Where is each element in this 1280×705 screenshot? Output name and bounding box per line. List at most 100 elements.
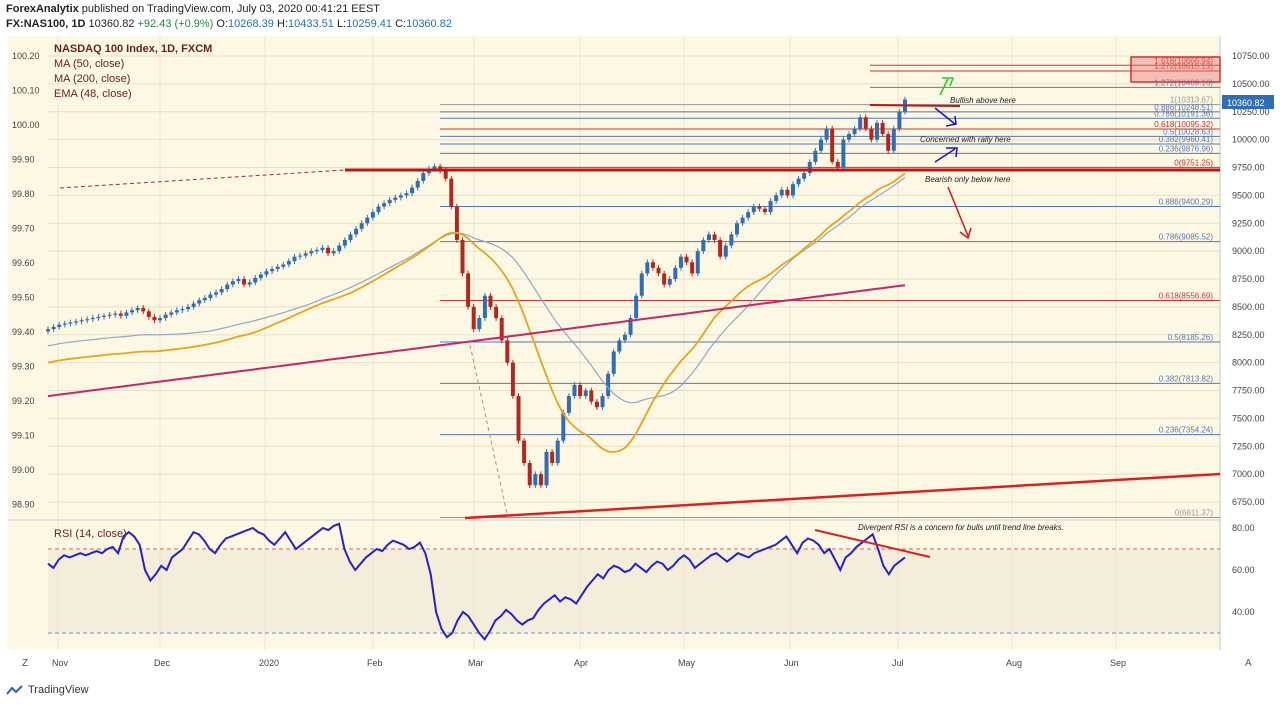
right-axis-label: 9500.00 xyxy=(1232,190,1265,200)
x-axis-label: Feb xyxy=(367,658,383,668)
x-axis-label: Jun xyxy=(784,658,799,668)
main-pane-bg xyxy=(8,36,1220,519)
candle-body xyxy=(650,262,655,268)
candles xyxy=(46,96,907,489)
legend-ma200[interactable]: MA (200, close) xyxy=(54,73,130,85)
right-axis-label: 7750.00 xyxy=(1232,386,1265,396)
candle-body xyxy=(443,170,448,179)
left-axis-label: 99.10 xyxy=(12,431,35,441)
candle-body xyxy=(320,247,325,251)
fib-label: 0.886(10248.51) xyxy=(1154,103,1213,112)
candle-body xyxy=(331,251,336,254)
candle-body xyxy=(191,303,196,307)
rsi-legend[interactable]: RSI (14, close) xyxy=(54,528,127,540)
candle-body xyxy=(113,313,118,315)
candle-body xyxy=(225,284,230,290)
candle-body xyxy=(510,362,515,397)
footer-brand[interactable]: TradingView xyxy=(28,684,89,696)
left-axis-label: 99.80 xyxy=(12,189,35,199)
right-axis-label: 8750.00 xyxy=(1232,274,1265,284)
left-axis-label: 99.40 xyxy=(12,327,35,337)
candle-body xyxy=(197,300,202,304)
dashed-trendline xyxy=(59,169,346,189)
footer: TradingView xyxy=(6,684,89,696)
low-label: L: xyxy=(336,18,347,30)
candle-body xyxy=(611,351,616,374)
candle-body xyxy=(309,251,314,254)
candle-body xyxy=(118,313,123,316)
fib-label: 0.618(8556.69) xyxy=(1159,292,1214,301)
candle-body xyxy=(757,206,762,209)
right-axis-label: 6750.00 xyxy=(1232,497,1265,507)
open-label: O: xyxy=(216,18,229,30)
left-axis-label: 100.00 xyxy=(12,120,40,130)
candle-body xyxy=(606,373,611,397)
candle-body xyxy=(830,128,835,162)
candle-body xyxy=(566,396,571,413)
candle-body xyxy=(774,195,779,201)
candle-body xyxy=(846,134,851,140)
candle-body xyxy=(275,266,280,269)
annotation-concerned: Concerned with rally here xyxy=(920,135,1011,144)
candle-body xyxy=(869,128,874,140)
candle-body xyxy=(706,234,711,240)
candle-body xyxy=(477,318,482,330)
candle-body xyxy=(656,267,661,274)
rsi-divergence-line xyxy=(814,529,931,558)
left-axis-label: 99.50 xyxy=(12,293,35,303)
candle-body xyxy=(370,212,375,218)
candle-body xyxy=(130,310,135,313)
candle-body xyxy=(454,206,459,240)
candle-body xyxy=(729,234,734,246)
right-axis-label: 7000.00 xyxy=(1232,469,1265,479)
high-value: 10433.51 xyxy=(287,18,334,30)
chart-header: ForexAnalytix published on TradingView.c… xyxy=(6,2,452,32)
candle-body xyxy=(768,200,773,213)
fib-label: 0.786(9085.52) xyxy=(1159,233,1214,242)
candle-body xyxy=(785,189,790,196)
candle-body xyxy=(622,334,627,341)
fib-label: 0(6611.37) xyxy=(1175,508,1213,517)
rsi-axis-label: 60.00 xyxy=(1232,565,1255,575)
candle-body xyxy=(550,451,555,463)
candle-body xyxy=(796,178,801,185)
candle-body xyxy=(62,323,67,325)
candle-body xyxy=(326,247,331,254)
candle-body xyxy=(555,440,560,463)
legend-ema48[interactable]: EMA (48, close) xyxy=(54,88,132,100)
ma50-line xyxy=(47,176,906,404)
fib-label: 0.886(9400.29) xyxy=(1159,197,1214,206)
left-axis-label: 99.30 xyxy=(12,362,35,372)
candle-body xyxy=(645,262,650,274)
fib-label: 1.272(10615.13) xyxy=(1154,62,1213,71)
left-axis-label: 100.20 xyxy=(12,51,40,61)
candle-body xyxy=(594,401,599,408)
candle-body xyxy=(449,178,454,207)
open-value: 10268.39 xyxy=(228,18,274,30)
legend-ma50[interactable]: MA (50, close) xyxy=(54,58,124,70)
candle-body xyxy=(802,173,807,179)
candle-body xyxy=(135,307,140,311)
candle-body xyxy=(57,324,62,327)
candle-body xyxy=(746,212,751,218)
candle-body xyxy=(292,256,297,262)
candle-body xyxy=(169,312,174,315)
candle-body xyxy=(298,255,303,257)
close-value: 10360.82 xyxy=(406,18,452,30)
author-name[interactable]: ForexAnalytix xyxy=(6,3,79,15)
candle-body xyxy=(533,474,538,486)
candle-body xyxy=(538,474,543,486)
candle-body xyxy=(634,295,639,319)
publish-info: ForexAnalytix published on TradingView.c… xyxy=(6,2,452,17)
auto-scale-button[interactable]: A xyxy=(1245,658,1252,669)
high-label: H: xyxy=(276,18,288,30)
ema48-line xyxy=(47,172,906,454)
support-trendline xyxy=(464,472,1221,520)
fib-label: 1.272(10469.16) xyxy=(1154,78,1213,87)
candle-body xyxy=(421,173,426,181)
candle-body xyxy=(891,128,896,151)
candle-body xyxy=(230,281,235,285)
candle-body xyxy=(404,193,409,196)
zoom-z-button[interactable]: Z xyxy=(22,658,28,669)
